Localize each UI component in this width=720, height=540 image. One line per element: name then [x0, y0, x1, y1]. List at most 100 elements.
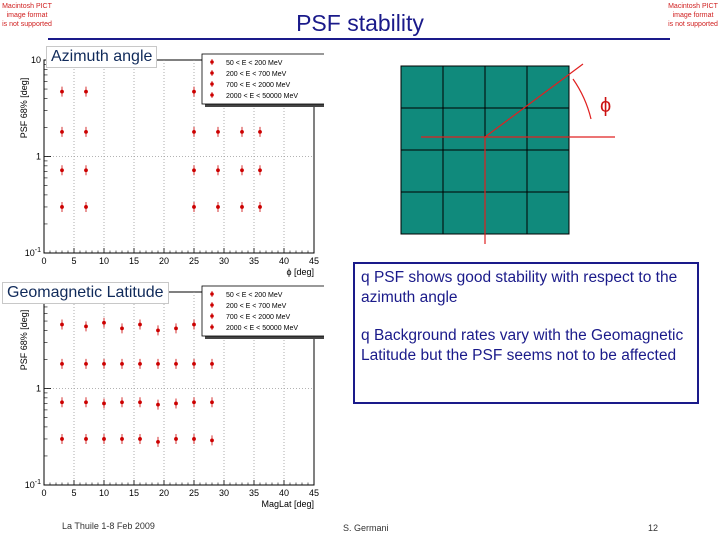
data-point	[192, 168, 196, 173]
legend-marker	[210, 314, 214, 318]
legend-marker	[210, 303, 214, 307]
y-axis-title: PSF 68% [deg]	[19, 78, 29, 139]
data-point	[240, 205, 244, 209]
data-point	[258, 168, 262, 173]
pict-notice-line: image format	[6, 12, 48, 19]
x-tick-label: 0	[41, 488, 46, 498]
x-tick-label: 20	[159, 488, 169, 498]
data-point	[84, 168, 88, 173]
azimuth-section-label: Azimuth angle	[46, 46, 158, 68]
x-tick-label: 5	[71, 256, 76, 266]
pict-notice-line: Macintosh PICT	[2, 3, 52, 10]
legend-entry: 200 < E < 700 MeV	[226, 303, 287, 310]
footer-author: S. Germani	[343, 523, 389, 533]
data-point	[210, 400, 214, 405]
x-tick-label: 15	[129, 488, 139, 498]
y-tick-label: 10-1	[25, 479, 41, 490]
y-tick-base: 10	[25, 480, 35, 490]
data-point	[138, 322, 142, 327]
bullets-box: q PSF shows good stability with respect …	[353, 262, 699, 404]
data-point	[174, 361, 178, 366]
page-title: PSF stability	[296, 10, 424, 36]
data-point	[60, 129, 64, 134]
legend-box	[201, 285, 324, 337]
x-tick-label: 30	[219, 256, 229, 266]
data-point	[192, 89, 196, 94]
data-point	[192, 400, 196, 405]
x-tick-label: 5	[71, 488, 76, 498]
pict-notice-left: Macintosh PICT image format is not suppo…	[0, 2, 56, 29]
pict-notice-line: is not supported	[2, 21, 52, 28]
x-tick-label: 0	[41, 256, 46, 266]
legend-entry: 50 < E < 200 MeV	[226, 60, 283, 67]
legend-entry: 200 < E < 700 MeV	[226, 71, 287, 78]
y-tick-base: 10	[25, 248, 35, 258]
data-point	[192, 322, 196, 327]
pict-notice-line: image format	[672, 12, 714, 19]
legend-marker	[210, 82, 214, 86]
y-axis-title: PSF 68% [deg]	[19, 310, 29, 371]
legend-entry: 2000 < E < 50000 MeV	[226, 93, 298, 100]
data-point	[60, 205, 64, 209]
bullet-text: PSF shows good stability with respect to…	[361, 269, 678, 306]
data-point	[192, 361, 196, 366]
data-point	[240, 129, 244, 134]
data-point	[60, 361, 64, 366]
data-point	[174, 326, 178, 331]
data-point	[216, 168, 220, 173]
data-point	[156, 361, 160, 366]
y-tick-exponent: -1	[35, 247, 41, 254]
bullet-symbol: q	[361, 269, 370, 286]
phi-arc	[572, 78, 592, 120]
azimuth-diagram: ϕ	[400, 63, 615, 244]
data-point	[60, 89, 64, 94]
legend-entry: 50 < E < 200 MeV	[226, 292, 283, 299]
x-tick-label: 10	[99, 488, 109, 498]
legend-entry: 2000 < E < 50000 MeV	[226, 325, 298, 332]
y-tick-label: 1	[36, 152, 41, 162]
bullet-symbol: q	[361, 327, 370, 344]
y-tick-exponent: -1	[35, 479, 41, 486]
data-point	[60, 400, 64, 405]
data-point	[120, 326, 124, 331]
data-point	[102, 437, 106, 441]
data-point	[210, 438, 214, 443]
x-tick-label: 10	[99, 256, 109, 266]
data-point	[84, 437, 88, 441]
data-point	[192, 205, 196, 209]
data-point	[156, 439, 160, 444]
data-point	[84, 89, 88, 94]
data-point	[192, 437, 196, 441]
data-point	[216, 129, 220, 134]
bullet-text: Background rates vary with the Geomagnet…	[361, 327, 684, 364]
footer-conference: La Thuile 1-8 Feb 2009	[62, 521, 155, 531]
x-tick-label: 40	[279, 256, 289, 266]
x-tick-label: 45	[309, 256, 319, 266]
data-point	[84, 129, 88, 134]
footer-page-number: 12	[648, 523, 659, 533]
data-point	[138, 437, 142, 441]
data-point	[210, 361, 214, 366]
title-underline	[48, 38, 670, 40]
legend-entry: 700 < E < 2000 MeV	[226, 314, 291, 321]
data-point	[84, 324, 88, 329]
data-point	[120, 400, 124, 405]
data-point	[120, 361, 124, 366]
legend-box	[201, 53, 324, 105]
data-point	[60, 437, 64, 441]
x-tick-label: 25	[189, 488, 199, 498]
bullet-item: q PSF shows good stability with respect …	[361, 268, 691, 308]
data-point	[258, 129, 262, 134]
legend-marker	[210, 93, 214, 97]
legend-marker	[210, 60, 214, 64]
maglat-psf-plot: 0 5 10 15 20 25 30 35 40 45 10-1 1 10 MagLat [deg] PSF…	[19, 285, 324, 509]
direction-line	[484, 63, 584, 138]
data-point	[120, 437, 124, 441]
data-point	[156, 328, 160, 333]
x-tick-label: 30	[219, 488, 229, 498]
data-point	[60, 322, 64, 327]
data-point	[84, 361, 88, 366]
data-point	[102, 320, 106, 325]
legend-marker	[210, 71, 214, 75]
